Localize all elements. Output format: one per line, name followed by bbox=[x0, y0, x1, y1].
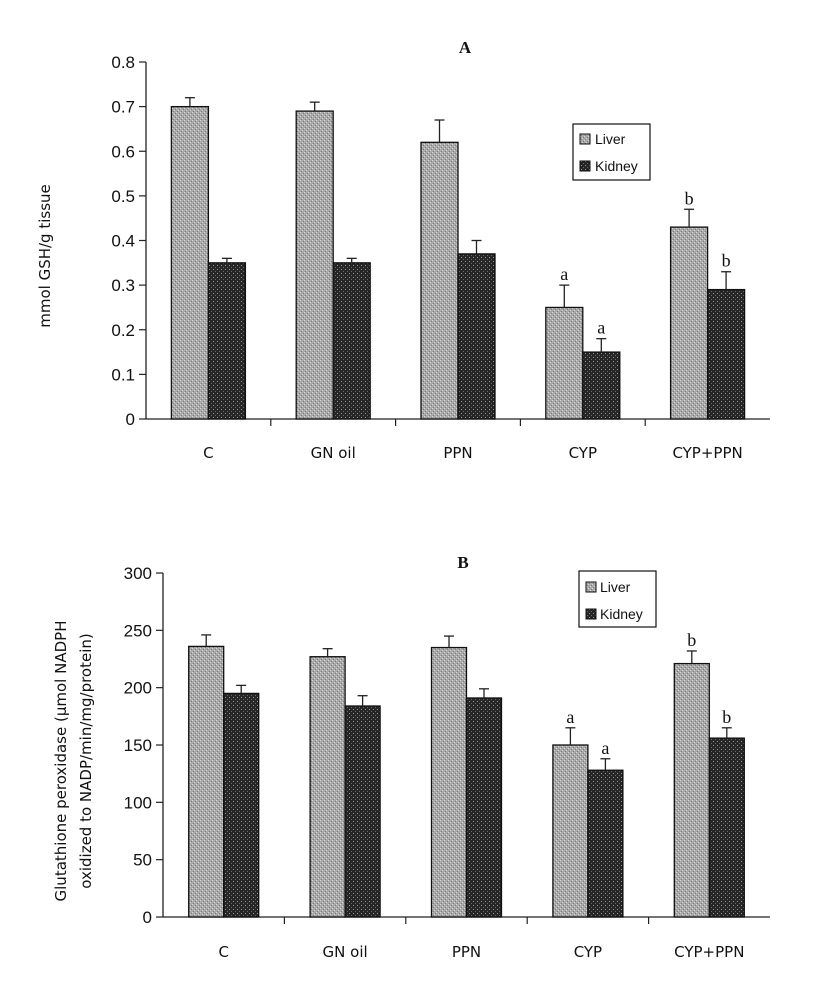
legend-label-liver: Liver bbox=[595, 131, 626, 147]
panel-b-legend: Liver Kidney bbox=[578, 570, 657, 628]
panel-a-bar-liver bbox=[420, 141, 459, 420]
panel-b-bar-liver bbox=[430, 646, 468, 918]
panel-b-bar-liver bbox=[188, 645, 225, 918]
panel-b-title: B bbox=[457, 553, 468, 572]
panel-b-axes: 0 50 100 150 200 250 300 C GN oil PPN CYP CYP+PPN bbox=[124, 564, 770, 961]
panel-a-significance-label: a bbox=[560, 264, 568, 284]
panel-a-x-tick-label: C bbox=[203, 444, 213, 462]
panel-b-y-tick-label: 100 bbox=[124, 793, 152, 812]
legend-label-liver: Liver bbox=[600, 579, 631, 595]
panel-b-y-axis-label-line2: oxidized to NADP/min/mg/protein) bbox=[77, 633, 95, 889]
legend-box bbox=[578, 570, 657, 628]
legend-swatch-kidney bbox=[585, 608, 597, 620]
panel-a-x-tick-label: GN oil bbox=[311, 444, 356, 462]
panel-a-bar-kidney bbox=[207, 262, 247, 420]
legend-swatch-liver bbox=[585, 581, 597, 593]
panel-b-y-tick-label: 150 bbox=[124, 736, 152, 755]
panel-a-y-tick-label: 0 bbox=[126, 410, 135, 429]
panel-a-significance-label: b bbox=[685, 188, 694, 208]
panel-a-bar-liver bbox=[295, 110, 334, 420]
panel-b-bar-kidney bbox=[708, 737, 745, 918]
panel-a-axes: 0 0.1 0.2 0.3 0.4 0.5 0.6 0.7 0.8 C GN oil PPN CYP CY… bbox=[111, 53, 770, 462]
panel-a-bar-liver bbox=[545, 306, 584, 420]
panel-b-x-tick-label: CYP bbox=[574, 943, 602, 961]
panel-b-y-tick-label: 50 bbox=[133, 851, 152, 870]
panel-b-y-tick-label: 250 bbox=[124, 621, 152, 640]
panel-b-bar-liver bbox=[309, 656, 346, 918]
panel-a-y-tick-label: 0.6 bbox=[111, 142, 135, 161]
panel-b-x-tick-label: PPN bbox=[452, 943, 481, 961]
panel-a-x-tick-label: CYP+PPN bbox=[672, 444, 742, 462]
panel-b-y-axis-label-line1: Glutathione peroxidase (µmol NADPH bbox=[52, 621, 70, 902]
panel-a-y-tick-label: 0.3 bbox=[111, 276, 135, 295]
panel-b-x-tick-label: CYP+PPN bbox=[674, 943, 744, 961]
legend-label-kidney: Kidney bbox=[600, 606, 643, 622]
panel-a-x-tick-label: PPN bbox=[443, 444, 472, 462]
panel-b-bar-kidney bbox=[344, 705, 381, 918]
panel-a-y-axis-label: mmol GSH/g tissue bbox=[36, 184, 54, 328]
legend-label-kidney: Kidney bbox=[595, 158, 638, 174]
panel-b-bar-liver bbox=[673, 662, 710, 918]
panel-a-y-tick-label: 0.5 bbox=[111, 187, 135, 206]
panel-a-bar-kidney bbox=[582, 351, 621, 420]
panel-a-bar-liver bbox=[170, 105, 210, 420]
panel-a-bar-liver bbox=[669, 226, 709, 420]
panel-b-bar-kidney bbox=[223, 692, 260, 918]
panel-b: B Glutathione peroxidase (µmol NADPH oxi… bbox=[52, 553, 770, 961]
panel-a-y-tick-label: 0.8 bbox=[111, 53, 135, 72]
panel-b-bar-liver bbox=[552, 744, 589, 918]
panel-a-bar-kidney bbox=[706, 288, 746, 420]
panel-a-y-tick-label: 0.4 bbox=[111, 232, 135, 251]
legend-swatch-liver bbox=[579, 133, 591, 145]
panel-b-y-tick-label: 200 bbox=[124, 679, 152, 698]
panel-a-title: A bbox=[459, 38, 472, 57]
panel-b-significance-label: b bbox=[687, 630, 696, 650]
panel-a-significance-label: a bbox=[597, 318, 605, 338]
panel-a: A mmol GSH/g tissue 00.10.20.30.40.50.60… bbox=[36, 38, 770, 462]
panel-b-bar-kidney bbox=[587, 769, 624, 918]
panel-b-significance-label: a bbox=[566, 707, 574, 727]
panel-a-y-tick-label: 0.7 bbox=[111, 98, 135, 117]
panel-b-bars: a a b b bbox=[188, 630, 745, 918]
panel-a-significance-label: b bbox=[722, 251, 731, 271]
panel-a-bars: a a b b bbox=[170, 97, 746, 420]
panel-b-y-tick-label: 0 bbox=[143, 908, 152, 927]
panel-a-x-tick-label: CYP bbox=[569, 444, 597, 462]
panel-b-significance-label: a bbox=[601, 738, 609, 758]
panel-b-y-tick-label: 300 bbox=[124, 564, 152, 583]
panel-b-x-tick-label: GN oil bbox=[323, 943, 368, 961]
legend-swatch-kidney bbox=[579, 160, 591, 172]
panel-a-y-tick-label: 0.2 bbox=[111, 321, 135, 340]
panel-b-significance-label: b bbox=[722, 707, 731, 727]
panel-a-bar-kidney bbox=[332, 262, 371, 420]
panel-b-x-tick-label: C bbox=[218, 943, 228, 961]
panel-a-legend: Liver Kidney bbox=[572, 123, 651, 181]
panel-a-y-tick-label: 0.1 bbox=[111, 365, 135, 384]
panel-a-bar-kidney bbox=[457, 253, 496, 420]
panel-b-bar-kidney bbox=[465, 697, 503, 918]
